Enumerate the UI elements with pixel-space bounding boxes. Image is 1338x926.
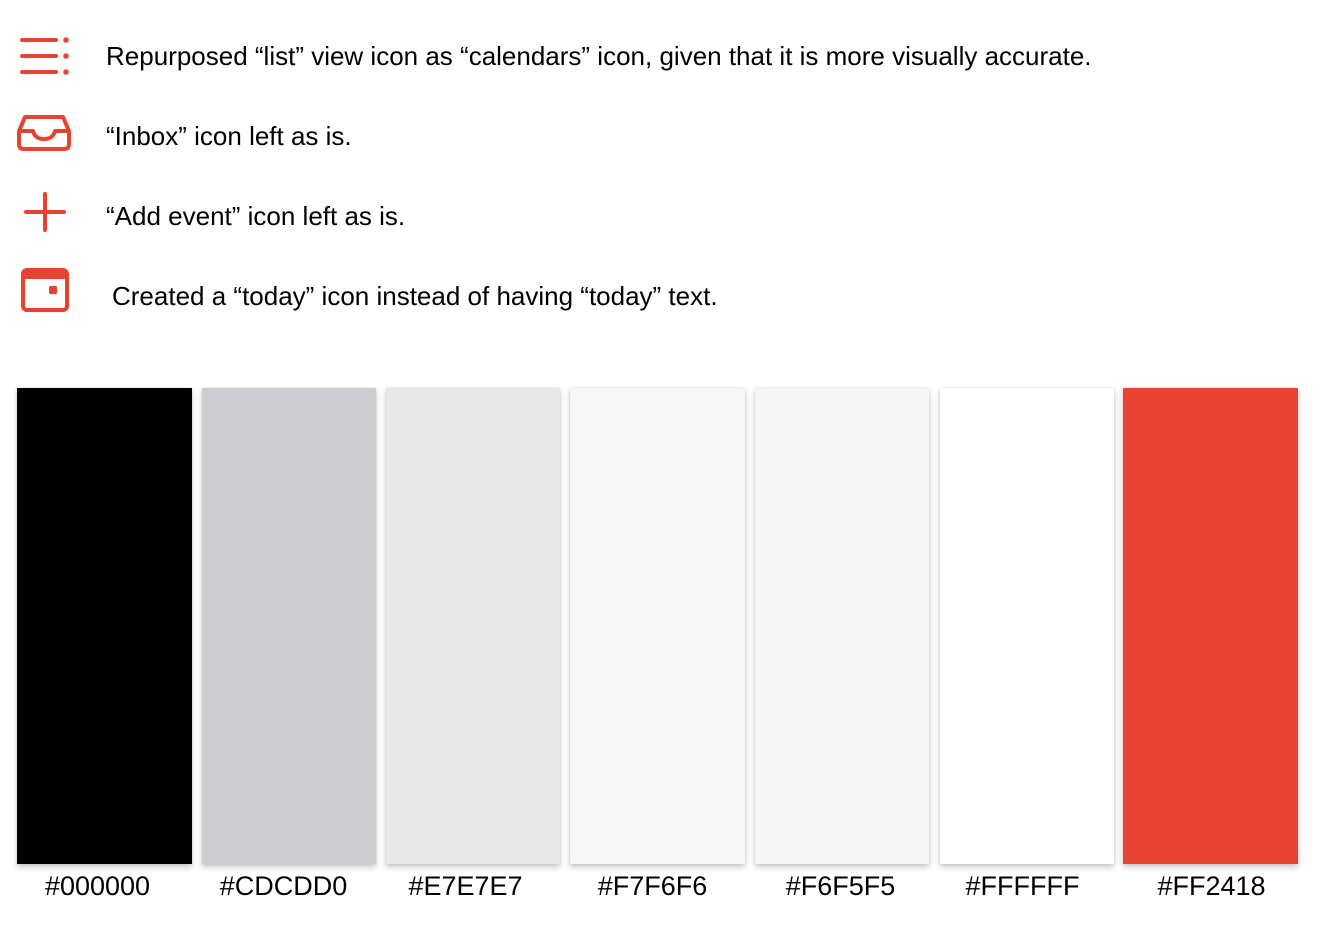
- today-calendar-icon: [14, 266, 78, 326]
- icon-row-add-event: “Add event” icon left as is.: [0, 186, 1338, 246]
- swatch-label: #000000: [44, 871, 151, 901]
- list-icon: [14, 26, 78, 86]
- swatch-label: #F6F5F5: [785, 871, 896, 901]
- icon-row-description: Repurposed “list” view icon as “calendar…: [106, 41, 1092, 71]
- color-swatch-light-gray: [386, 388, 560, 864]
- swatch-label: #F7F6F6: [597, 871, 708, 901]
- color-swatch-off-white-2: [755, 388, 929, 864]
- icon-row-description: Created a “today” icon instead of having…: [112, 281, 718, 311]
- color-swatch-white: [940, 388, 1114, 864]
- swatch-label: #CDCDD0: [219, 871, 348, 901]
- color-swatch-black: [17, 388, 192, 864]
- icon-row-description: “Add event” icon left as is.: [106, 201, 406, 231]
- icon-row-list: Repurposed “list” view icon as “calendar…: [0, 26, 1338, 86]
- color-swatch-off-white-1: [570, 388, 745, 864]
- icon-row-today: Created a “today” icon instead of having…: [0, 266, 1338, 326]
- icon-row-description: “Inbox” icon left as is.: [106, 121, 352, 151]
- plus-icon: [14, 186, 78, 246]
- color-swatch-red: [1123, 388, 1298, 864]
- swatch-label: #E7E7E7: [408, 871, 523, 901]
- swatch-label: #FFFFFF: [965, 871, 1080, 901]
- swatch-label: #FF2418: [1157, 871, 1266, 901]
- icon-row-inbox: “Inbox” icon left as is.: [0, 106, 1338, 166]
- inbox-icon: [14, 106, 78, 166]
- color-swatch-gray: [202, 388, 376, 864]
